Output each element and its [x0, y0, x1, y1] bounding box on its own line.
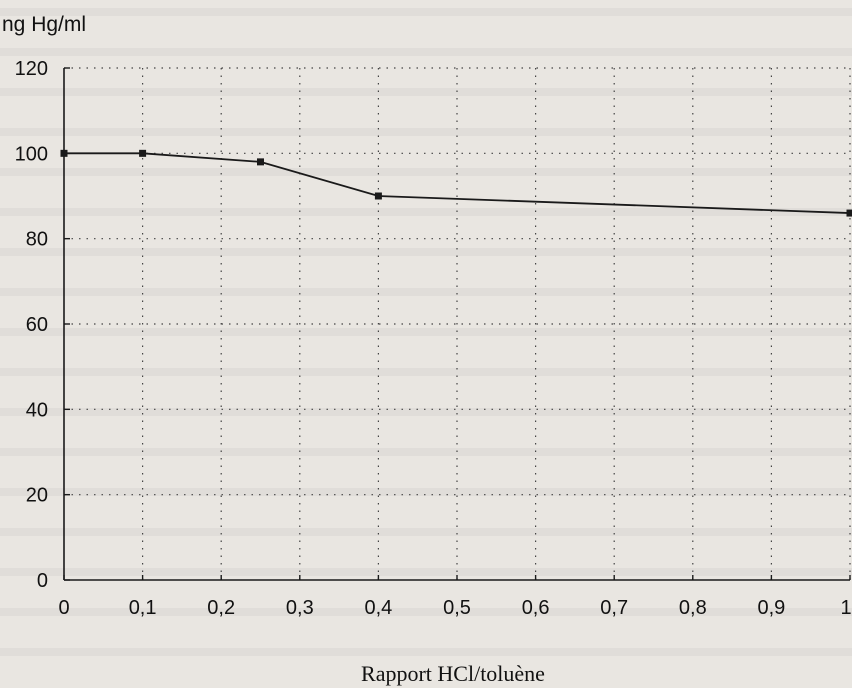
data-point — [60, 149, 68, 157]
data-point — [374, 192, 382, 200]
y-tick-label: 20 — [26, 485, 48, 507]
y-tick-label: 80 — [26, 229, 48, 251]
x-tick-label: 0,6 — [522, 597, 550, 619]
y-tick-label: 0 — [37, 570, 48, 592]
x-tick-label: 0,8 — [679, 597, 707, 619]
data-point — [257, 158, 264, 166]
y-tick-label: 120 — [15, 58, 48, 80]
x-tick-label: 0,1 — [129, 597, 157, 619]
grid-lines — [64, 67, 851, 580]
x-tick-label: 0,3 — [286, 597, 314, 619]
data-series — [60, 149, 852, 217]
y-tick-label: 100 — [15, 143, 48, 165]
x-tick-label: 0,5 — [443, 597, 471, 619]
y-tick-label: 40 — [26, 399, 48, 421]
data-point — [846, 209, 852, 217]
y-tick-label: 60 — [26, 314, 48, 336]
x-tick-label: 0,9 — [757, 597, 785, 619]
x-axis-title: Rapport HCl/toluène — [361, 661, 545, 686]
x-tick-label: 1 — [840, 597, 851, 619]
x-tick-label: 0,4 — [364, 597, 392, 619]
x-axis-ticks: 0 0,1 0,2 0,3 0,4 0,5 0,6 0,7 0,8 0,9 1 — [58, 575, 852, 619]
x-tick-label: 0,7 — [600, 597, 628, 619]
y-axis-title: ng Hg/ml — [2, 13, 86, 36]
x-tick-label: 0,2 — [207, 597, 235, 619]
data-point — [139, 149, 147, 157]
y-axis-ticks: 0 20 40 60 80 100 120 — [15, 58, 70, 592]
x-tick-label: 0 — [58, 597, 69, 619]
